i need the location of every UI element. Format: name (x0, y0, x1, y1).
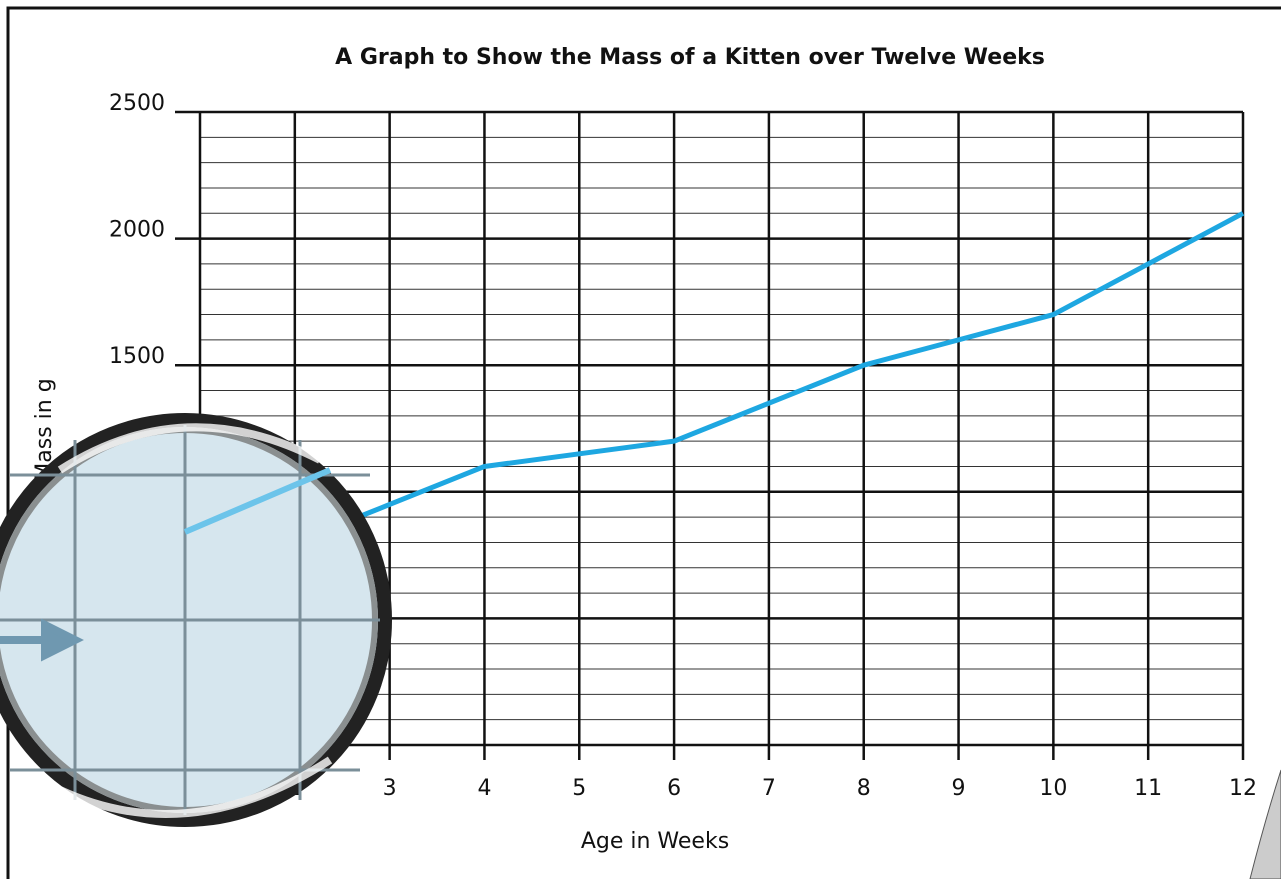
x-tick-label: 6 (667, 776, 681, 801)
magnifier (0, 420, 385, 820)
chart-title: A Graph to Show the Mass of a Kitten ove… (335, 45, 1045, 70)
x-tick-label: 4 (477, 776, 491, 801)
y-tick-label: 2500 (109, 91, 165, 116)
x-tick-label: 10 (1039, 776, 1067, 801)
x-tick-label: 9 (952, 776, 966, 801)
x-tick-label: 11 (1134, 776, 1162, 801)
page: 05001000150020002500123456789101112 A Gr… (0, 0, 1281, 879)
x-tick-label: 5 (572, 776, 586, 801)
x-tick-label: 8 (857, 776, 871, 801)
x-tick-label: 3 (383, 776, 397, 801)
y-tick-label: 2000 (109, 218, 165, 243)
x-tick-label: 12 (1229, 776, 1257, 801)
y-tick-label: 1500 (109, 344, 165, 369)
chart: 05001000150020002500123456789101112 A Gr… (0, 0, 1281, 879)
x-tick-label: 7 (762, 776, 776, 801)
x-axis-label: Age in Weeks (581, 829, 729, 854)
